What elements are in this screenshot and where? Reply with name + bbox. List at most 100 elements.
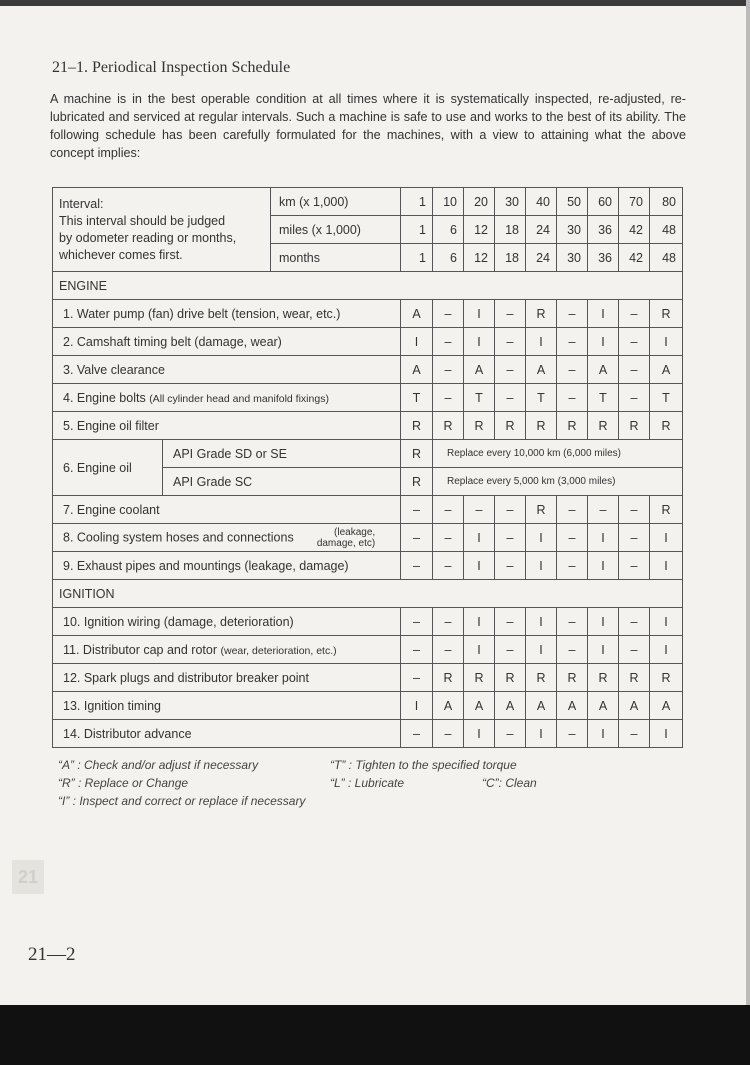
schedule-row: 1. Water pump (fan) drive belt (tension,… [52, 299, 683, 328]
schedule-cell: – [556, 327, 588, 356]
schedule-cell: – [494, 299, 526, 328]
schedule-cell: R [494, 411, 526, 440]
schedule-cell: A [494, 691, 526, 720]
item-cell: 13. Ignition timing [52, 691, 401, 720]
scan-bottom-edge [0, 1005, 750, 1065]
schedule-cell: – [432, 383, 464, 412]
schedule-cell: I [649, 719, 683, 748]
schedule-row: 12. Spark plugs and distributor breaker … [52, 663, 683, 692]
schedule-cell: – [494, 495, 526, 524]
interval-value: 12 [463, 215, 495, 244]
interval-value: 18 [494, 215, 526, 244]
section-name: ENGINE [52, 271, 683, 300]
schedule-cell: T [400, 383, 433, 412]
schedule-cell: I [649, 327, 683, 356]
schedule-cell: A [587, 691, 619, 720]
schedule-cell: – [494, 607, 526, 636]
schedule-cell: I [525, 635, 557, 664]
intro-paragraph: A machine is in the best operable condit… [50, 92, 686, 160]
schedule-row: 7. Engine coolant – – – – R – – – R [52, 495, 683, 524]
item-label: 14. Distributor advance [63, 726, 192, 741]
schedule-cell: – [400, 635, 433, 664]
item-note: (wear, deterioration, etc.) [220, 644, 337, 657]
interval-value: 36 [587, 215, 619, 244]
schedule-cell: I [525, 327, 557, 356]
schedule-cell: R [400, 439, 433, 468]
schedule-cell: – [618, 551, 650, 580]
schedule-cell: – [432, 551, 464, 580]
interval-value: 80 [649, 187, 683, 216]
item-cell: 8. Cooling system hoses and connections … [52, 523, 401, 552]
interval-text-line: This interval should be judged [59, 213, 226, 228]
item-label: 5. Engine oil filter [63, 418, 159, 433]
interval-value: 42 [618, 243, 650, 272]
schedule-cell: – [400, 523, 433, 552]
schedule-cell: – [432, 719, 464, 748]
schedule-row: 14. Distributor advance – – I – I – I – I [52, 719, 683, 748]
schedule-cell: – [432, 327, 464, 356]
item-label: 7. Engine coolant [63, 502, 160, 517]
item-label: 11. Distributor cap and rotor [63, 642, 218, 657]
schedule-cell: R [432, 411, 464, 440]
schedule-cell: I [587, 523, 619, 552]
item-label: 6. Engine oil [52, 439, 163, 496]
schedule-cell: – [556, 495, 588, 524]
schedule-cell: R [618, 663, 650, 692]
interval-value: 30 [556, 215, 588, 244]
section-name: IGNITION [52, 579, 683, 608]
legend-a: “A” : Check and/or adjust if necessary [58, 758, 259, 772]
schedule-cell: R [556, 411, 588, 440]
item-cell: 10. Ignition wiring (damage, deteriorati… [52, 607, 401, 636]
schedule-cell: A [649, 691, 683, 720]
schedule-cell: – [618, 383, 650, 412]
item-note: (All cylinder head and manifold fixings) [149, 392, 329, 405]
schedule-cell: – [400, 495, 433, 524]
schedule-cell: – [400, 719, 433, 748]
schedule-cell: – [556, 355, 588, 384]
schedule-cell: – [618, 299, 650, 328]
interval-value: 36 [587, 243, 619, 272]
schedule-cell: I [649, 607, 683, 636]
schedule-cell: – [618, 355, 650, 384]
schedule-cell: – [618, 719, 650, 748]
legend-l: “L” : Lubricate [330, 776, 405, 790]
item-label: 1. Water pump (fan) drive belt (tension,… [63, 306, 341, 321]
schedule-row: API Grade SC R Replace every 5,000 km (3,0… [53, 467, 683, 496]
interval-value: 12 [463, 243, 495, 272]
interval-value: 60 [587, 187, 619, 216]
interval-value: 1 [400, 215, 433, 244]
schedule-cell: A [463, 355, 495, 384]
schedule-cell: R [525, 299, 557, 328]
replace-note: Replace every 5,000 km (3,000 miles) [432, 467, 683, 496]
schedule-cell: – [618, 327, 650, 356]
replace-note: Replace every 10,000 km (6,000 miles) [432, 439, 683, 468]
item-cell: 2. Camshaft timing belt (damage, wear) [52, 327, 401, 356]
schedule-cell: I [463, 523, 495, 552]
page-number: 21—2 [28, 944, 76, 965]
schedule-cell: R [400, 411, 433, 440]
item-label: 12. Spark plugs and distributor breaker … [63, 670, 309, 685]
schedule-cell: I [400, 327, 433, 356]
interval-value: 42 [618, 215, 650, 244]
schedule-cell: I [525, 719, 557, 748]
schedule-cell: R [525, 495, 557, 524]
schedule-cell: – [400, 607, 433, 636]
item-cell: 11. Distributor cap and rotor (wear, det… [52, 635, 401, 664]
schedule-cell: – [432, 523, 464, 552]
schedule-cell: R [649, 299, 683, 328]
interval-row: miles (x 1,000) 1 6 12 18 24 30 36 42 48 [53, 215, 683, 244]
oil-grade: API Grade SD or SE [162, 439, 401, 468]
schedule-cell: R [525, 663, 557, 692]
schedule-cell: R [649, 411, 683, 440]
item-label: 2. Camshaft timing belt (damage, wear) [63, 334, 282, 349]
legend-c: “C”: Clean [482, 776, 537, 790]
scan-top-edge [0, 0, 750, 6]
interval-value: 30 [494, 187, 526, 216]
section-title: 21–1. Periodical Inspection Schedule [52, 59, 291, 76]
interval-row: Interval: This interval should be judged b… [52, 187, 683, 272]
schedule-cell: – [618, 495, 650, 524]
schedule-cell: T [649, 383, 683, 412]
interval-value: 48 [649, 243, 683, 272]
item-cell: 12. Spark plugs and distributor breaker … [52, 663, 401, 692]
scan-right-edge [746, 0, 750, 1005]
